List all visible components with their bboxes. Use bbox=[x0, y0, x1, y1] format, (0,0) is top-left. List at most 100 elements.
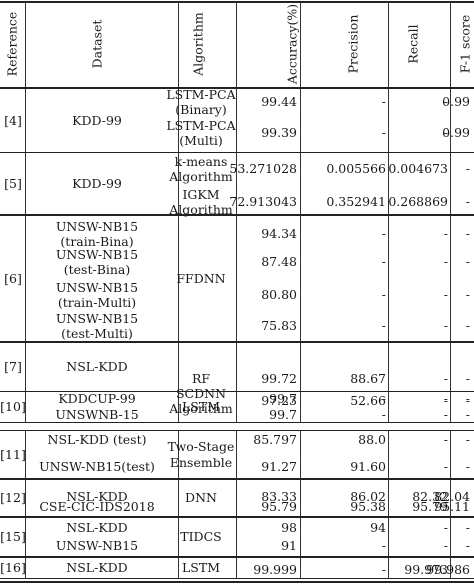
algorithm-cell: RF bbox=[191, 371, 211, 387]
recall-cell: - bbox=[443, 94, 448, 110]
f1-score-cell: - bbox=[465, 393, 470, 409]
column-divider bbox=[178, 216, 179, 341]
algorithm-cell: SCDNN bbox=[175, 385, 227, 401]
header-dataset: Dataset bbox=[89, 19, 105, 69]
f1-score-cell: - bbox=[465, 318, 470, 334]
rule-line bbox=[0, 152, 474, 153]
dataset-cell: NSL-KDD bbox=[66, 520, 128, 536]
header-accuracy: Accuracy(%) bbox=[284, 3, 300, 85]
recall-cell: - bbox=[443, 287, 448, 303]
column-divider bbox=[300, 431, 301, 478]
rule-line bbox=[0, 557, 474, 558]
precision-cell: - bbox=[381, 254, 386, 270]
algorithm-cell: TIDCS bbox=[180, 529, 222, 545]
precision-cell: 52.66 bbox=[350, 393, 386, 409]
rule-line bbox=[0, 430, 474, 431]
dataset-cell: NSL-KDD bbox=[66, 359, 128, 375]
reference-cell: [7] bbox=[4, 359, 22, 375]
f1-score-cell: - bbox=[465, 520, 470, 536]
reference-cell: [16] bbox=[0, 560, 26, 576]
f1-score-cell: 95.11 bbox=[434, 499, 470, 515]
dataset-cell: (test-Bina) bbox=[63, 262, 131, 277]
dataset-cell: UNSW-NB15 bbox=[55, 310, 139, 326]
precision-cell: - bbox=[381, 226, 386, 242]
column-divider bbox=[236, 343, 237, 391]
f1-score-cell: - bbox=[465, 432, 470, 448]
column-divider bbox=[236, 558, 237, 578]
column-divider bbox=[450, 216, 451, 341]
column-divider bbox=[25, 392, 26, 422]
rule-line bbox=[0, 391, 474, 392]
algorithm-cell: k-means bbox=[174, 153, 228, 169]
algorithm-cell: Algorithm bbox=[169, 202, 233, 217]
dataset-cell: KDD-99 bbox=[72, 175, 122, 191]
rule-line bbox=[0, 478, 474, 479]
algorithm-cell: DNN bbox=[185, 490, 217, 506]
recall-cell: 0.004673 bbox=[388, 161, 448, 177]
precision-cell: 95.38 bbox=[350, 499, 386, 515]
reference-cell: [5] bbox=[4, 175, 22, 191]
accuracy-cell: 80.80 bbox=[261, 287, 297, 303]
precision-cell: - bbox=[381, 94, 386, 110]
recall-cell: - bbox=[443, 432, 448, 448]
column-divider bbox=[450, 558, 451, 578]
accuracy-cell: 99.39 bbox=[261, 125, 297, 141]
column-divider bbox=[236, 2, 237, 87]
recall-cell: 82.32 bbox=[412, 489, 448, 505]
dataset-cell: (train-Bina) bbox=[60, 234, 134, 249]
reference-cell: [15] bbox=[0, 529, 26, 545]
reference-cell: [10] bbox=[0, 399, 26, 415]
column-divider bbox=[450, 343, 451, 391]
f1-score-cell: 0.99 bbox=[442, 125, 470, 141]
recall-cell: - bbox=[443, 318, 448, 334]
column-divider bbox=[450, 431, 451, 478]
precision-cell: 0.352941 bbox=[326, 194, 386, 210]
rule-line bbox=[0, 578, 474, 579]
column-divider bbox=[236, 431, 237, 478]
column-divider bbox=[178, 153, 179, 214]
algorithm-cell: LSTM bbox=[181, 560, 221, 576]
column-divider bbox=[450, 153, 451, 214]
rule-line bbox=[0, 516, 474, 517]
f1-score-cell: - bbox=[465, 194, 470, 210]
column-divider bbox=[388, 343, 389, 391]
algorithm-cell: FFDNN bbox=[176, 270, 226, 286]
accuracy-cell: 83.33 bbox=[261, 489, 297, 505]
precision-cell: 94 bbox=[370, 520, 386, 536]
rule-line bbox=[0, 581, 474, 583]
column-divider bbox=[25, 431, 26, 478]
dataset-cell: UNSW-NB15 bbox=[55, 246, 139, 262]
recall-cell: 95.79 bbox=[412, 499, 448, 515]
column-divider bbox=[388, 480, 389, 516]
column-divider bbox=[178, 558, 179, 578]
dataset-cell: CSE-CIC-IDS2018 bbox=[39, 499, 155, 515]
column-divider bbox=[236, 518, 237, 556]
dataset-cell: UNSW-NB15 bbox=[55, 218, 139, 234]
rule-line bbox=[0, 422, 474, 423]
column-divider bbox=[236, 392, 237, 422]
precision-cell: - bbox=[381, 125, 386, 141]
dataset-cell: NSL-KDD bbox=[66, 560, 128, 576]
reference-cell: [6] bbox=[4, 270, 22, 286]
dataset-cell: KDD-99 bbox=[72, 112, 122, 128]
recall-cell: - bbox=[443, 393, 448, 409]
rule-line bbox=[0, 342, 474, 343]
accuracy-cell: 53.271028 bbox=[229, 161, 297, 177]
f1-score-cell: - bbox=[465, 287, 470, 303]
column-divider bbox=[300, 153, 301, 214]
column-divider bbox=[300, 216, 301, 341]
column-divider bbox=[178, 518, 179, 556]
rule-line bbox=[0, 214, 474, 215]
column-divider bbox=[178, 431, 179, 478]
recall-cell: - bbox=[443, 371, 448, 387]
dataset-cell: NSL-KDD (test) bbox=[47, 432, 147, 448]
header-recall: Recall bbox=[405, 24, 421, 64]
dataset-cell: UNSW-NB15 bbox=[55, 279, 139, 295]
column-divider bbox=[300, 89, 301, 152]
accuracy-cell: 72.913043 bbox=[229, 194, 297, 210]
column-divider bbox=[388, 431, 389, 478]
precision-cell: 88.67 bbox=[350, 371, 386, 387]
header-f1-score: F-1 score bbox=[457, 14, 473, 74]
rule-line bbox=[0, 87, 474, 89]
recall-cell: - bbox=[443, 520, 448, 536]
